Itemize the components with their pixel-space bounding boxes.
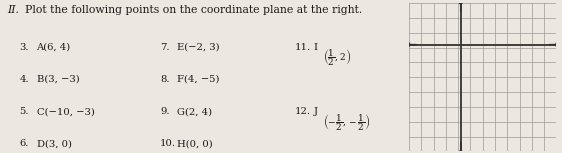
Text: H(0, 0): H(0, 0) [177, 139, 213, 148]
FancyArrow shape [459, 0, 462, 12]
Text: 4.: 4. [20, 75, 29, 84]
Text: 12.: 12. [295, 107, 311, 116]
Text: 6.: 6. [20, 139, 29, 148]
FancyArrow shape [459, 143, 462, 153]
Text: C(−10, −3): C(−10, −3) [37, 107, 94, 116]
FancyArrow shape [549, 43, 559, 46]
Text: A(6, 4): A(6, 4) [37, 43, 71, 52]
Text: G(2, 4): G(2, 4) [177, 107, 212, 116]
Text: B(3, −3): B(3, −3) [37, 75, 79, 84]
Text: E(−2, 3): E(−2, 3) [177, 43, 220, 52]
Text: Plot the following points on the coordinate plane at the right.: Plot the following points on the coordin… [25, 5, 362, 15]
Text: $\left(-\dfrac{1}{2}, -\dfrac{1}{2}\right)$: $\left(-\dfrac{1}{2}, -\dfrac{1}{2}\righ… [323, 112, 370, 132]
Text: 10.: 10. [160, 139, 176, 148]
Text: 8.: 8. [160, 75, 170, 84]
Text: 7.: 7. [160, 43, 170, 52]
Text: 3.: 3. [20, 43, 29, 52]
Text: D(3, 0): D(3, 0) [37, 139, 71, 148]
Text: 9.: 9. [160, 107, 170, 116]
Text: I: I [314, 43, 318, 52]
Text: II.: II. [7, 5, 19, 15]
Text: J: J [314, 107, 318, 116]
Text: $\left(\dfrac{1}{2}, 2\right)$: $\left(\dfrac{1}{2}, 2\right)$ [323, 47, 351, 68]
Text: F(4, −5): F(4, −5) [177, 75, 220, 84]
FancyArrow shape [406, 43, 416, 46]
Text: 11.: 11. [295, 43, 311, 52]
Text: 5.: 5. [20, 107, 29, 116]
